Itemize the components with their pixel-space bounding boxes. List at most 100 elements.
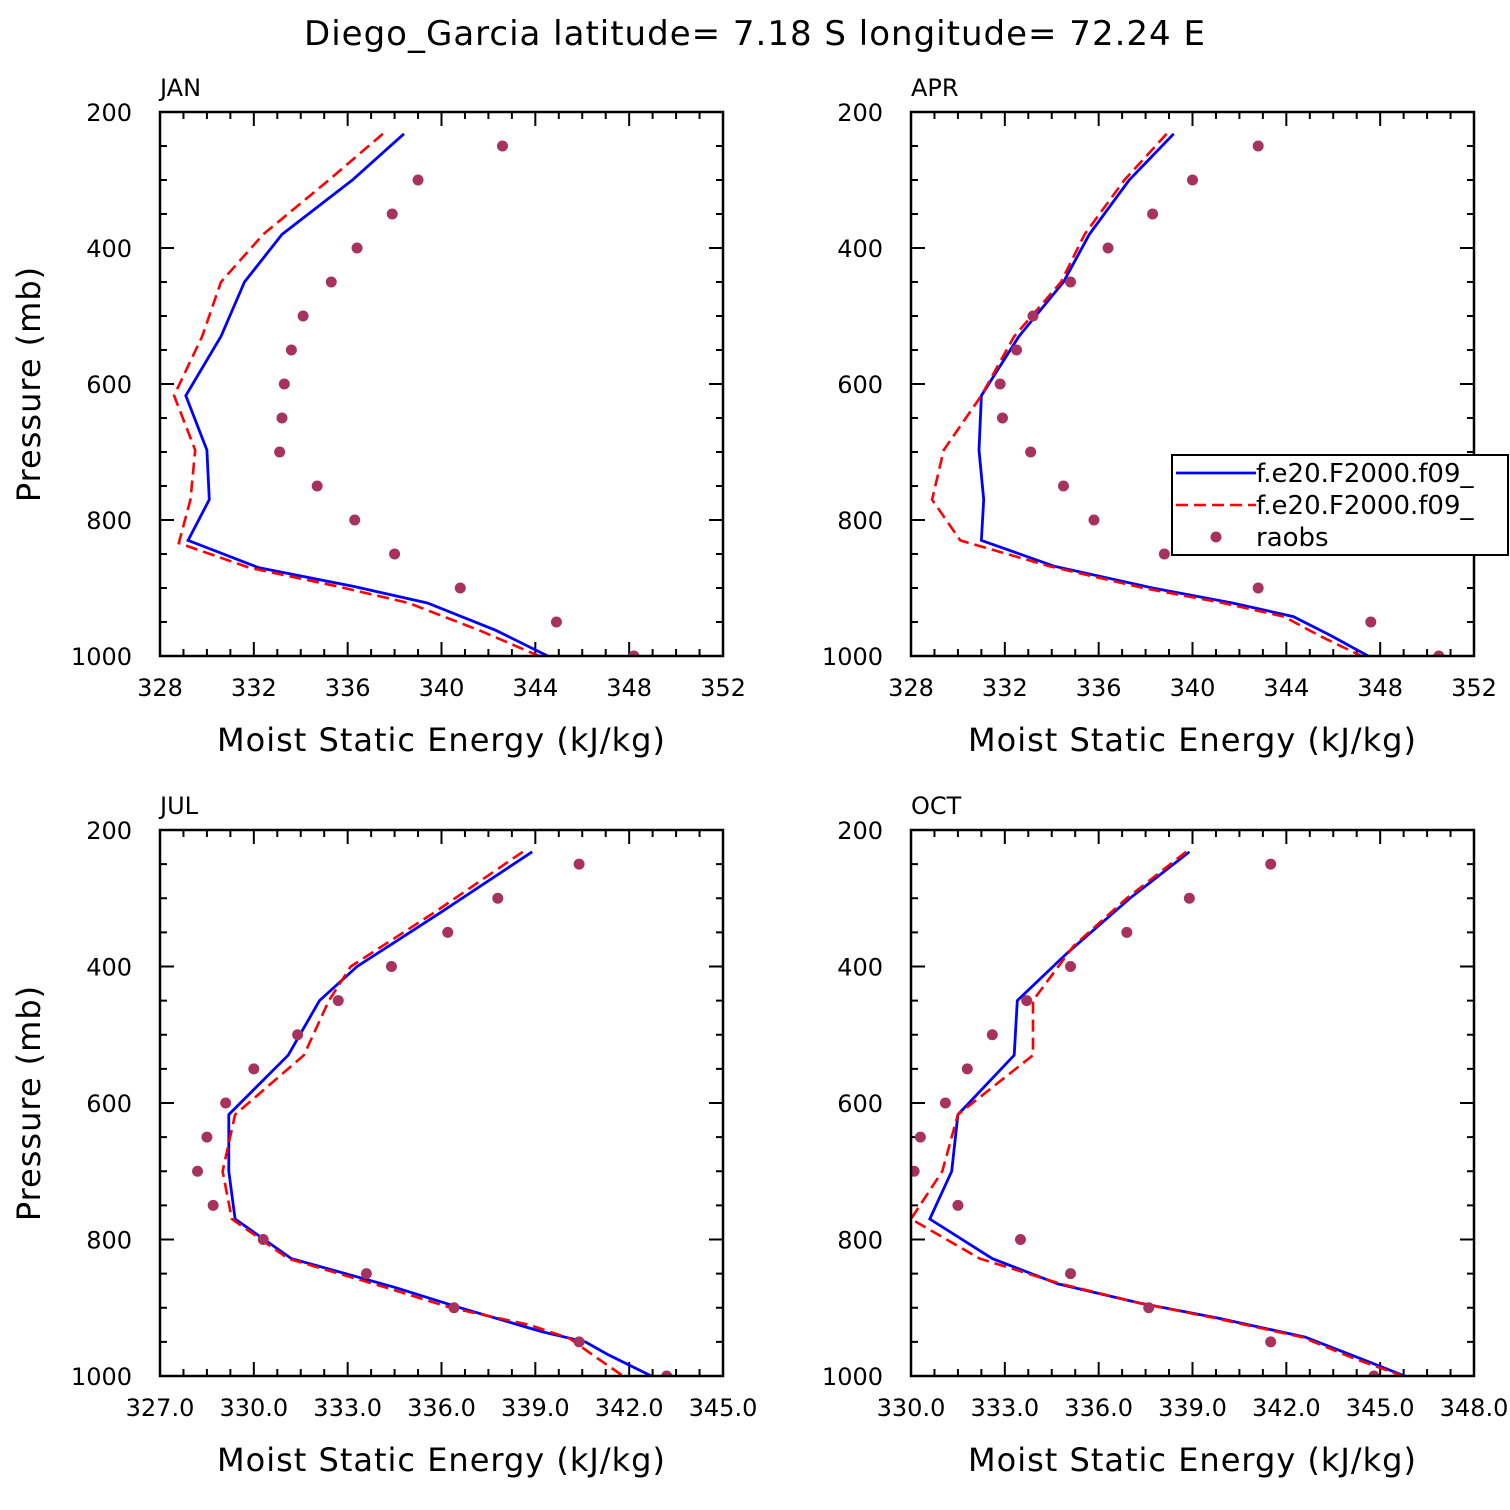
raobs-point <box>1252 582 1264 594</box>
panel-oct: OCT 330.0 333.0 336.0 339.0 342.0 345.0 348.0 20… <box>822 792 1508 1479</box>
y-tick-label: 1000 <box>71 1363 132 1391</box>
legend: f.e20.F2000.f09_f.e20.F2000.f09_raobs <box>1171 454 1509 556</box>
x-axis-label: Moist Static Energy (kJ/kg) <box>217 1441 666 1479</box>
raobs-point <box>550 616 562 628</box>
raobs-point <box>360 1268 372 1280</box>
raobs-point <box>1102 242 1114 254</box>
x-tick-label: 328 <box>137 674 183 702</box>
panel-jan: JAN 328 332 336 340 344 348 352 200 400 600 800 1000… <box>10 74 746 759</box>
y-tick-label: 600 <box>837 371 883 399</box>
x-tick-label: 339.0 <box>501 1394 570 1422</box>
raobs-point <box>274 446 286 458</box>
raobs-point <box>1433 650 1445 656</box>
raobs-point <box>1027 310 1039 322</box>
legend-entry-label: f.e20.F2000.f09_ <box>1256 459 1474 489</box>
x-axis-label: Moist Static Energy (kJ/kg) <box>968 1441 1417 1479</box>
y-tick-label: 200 <box>86 99 132 127</box>
plot-data <box>911 850 1409 1376</box>
x-tick-label: 342.0 <box>1252 1394 1321 1422</box>
x-tick-label: 336 <box>325 674 371 702</box>
raobs-point <box>276 412 288 424</box>
raobs-point <box>1147 208 1159 220</box>
raobs-point <box>661 1370 673 1376</box>
raobs-point <box>325 276 337 288</box>
raobs-point <box>442 926 454 938</box>
raobs-point <box>1025 446 1037 458</box>
raobs-point <box>1183 892 1195 904</box>
legend-swatch-marker <box>1210 531 1222 543</box>
y-tick-label: 1000 <box>822 643 883 671</box>
x-tick-label: 328 <box>888 674 934 702</box>
panels: JAN 328 332 336 340 344 348 352 200 400 600 800 1000… <box>10 74 1509 1479</box>
raobs-point <box>1252 140 1264 152</box>
y-tick-label: 1000 <box>71 643 132 671</box>
panel-title: JUL <box>158 792 199 820</box>
raobs-point <box>496 140 508 152</box>
x-tick-label: 344 <box>1263 674 1309 702</box>
raobs-point <box>278 378 290 390</box>
raobs-point <box>285 344 297 356</box>
raobs-point <box>248 1063 260 1075</box>
model-line-dashed <box>930 132 1362 656</box>
raobs-point <box>1368 1370 1380 1376</box>
x-tick-label: 345.0 <box>689 1394 758 1422</box>
raobs-point <box>257 1234 269 1245</box>
panel-jul: JUL 327.0 330.0 333.0 336.0 339.0 342.0 345.0 20… <box>10 792 757 1479</box>
y-tick-label: 200 <box>86 817 132 845</box>
x-axis-label: Moist Static Energy (kJ/kg) <box>217 721 666 759</box>
raobs-point <box>914 1131 926 1143</box>
x-tick-label: 332 <box>231 674 277 702</box>
figure-title: Diego_Garcia latitude= 7.18 S longitude=… <box>304 14 1206 54</box>
x-tick-label: 348.0 <box>1440 1394 1509 1422</box>
raobs-point <box>939 1097 951 1109</box>
plot-data <box>930 132 1445 656</box>
x-axis-label: Moist Static Energy (kJ/kg) <box>968 721 1417 759</box>
x-tick-label: 327.0 <box>126 1394 195 1422</box>
model-line-solid <box>184 132 551 656</box>
raobs-point <box>454 582 466 594</box>
x-tick-label: 352 <box>700 674 746 702</box>
raobs-point <box>201 1131 213 1143</box>
y-tick-label: 800 <box>86 507 132 535</box>
raobs-point <box>1365 616 1377 628</box>
raobs-point <box>386 208 398 220</box>
plot-frame <box>909 828 1476 1378</box>
raobs-point <box>385 961 397 972</box>
y-tick-label: 600 <box>86 1090 132 1118</box>
y-tick-label: 800 <box>837 1227 883 1255</box>
model-line-solid <box>977 132 1372 656</box>
x-tick-label: 348 <box>606 674 652 702</box>
x-tick-label: 330.0 <box>219 1394 288 1422</box>
x-tick-label: 340 <box>1170 674 1216 702</box>
legend-entry-label: raobs <box>1256 523 1329 553</box>
model-line-dashed <box>911 850 1407 1376</box>
raobs-point <box>961 1063 973 1075</box>
plot-frame <box>158 828 725 1378</box>
raobs-point <box>332 995 344 1007</box>
panel-title: OCT <box>911 792 962 820</box>
y-tick-label: 400 <box>837 954 883 982</box>
y-tick-label: 600 <box>86 371 132 399</box>
raobs-point <box>220 1097 232 1109</box>
model-line-dashed <box>172 132 543 656</box>
x-tick-label: 336.0 <box>1064 1394 1133 1422</box>
raobs-point <box>1057 480 1069 492</box>
y-tick-label: 400 <box>86 235 132 263</box>
legend-entry-label: f.e20.F2000.f09_ <box>1256 491 1474 521</box>
raobs-point <box>207 1199 219 1211</box>
raobs-point <box>1011 344 1023 356</box>
raobs-point <box>994 378 1006 390</box>
y-tick-label: 600 <box>837 1090 883 1118</box>
x-tick-label: 336.0 <box>407 1394 476 1422</box>
x-tick-label: 339.0 <box>1158 1394 1227 1422</box>
x-tick-label: 344 <box>512 674 558 702</box>
x-tick-label: 332 <box>982 674 1028 702</box>
raobs-point <box>351 242 363 254</box>
raobs-point <box>952 1199 964 1211</box>
x-tick-label: 342.0 <box>595 1394 664 1422</box>
raobs-point <box>1088 514 1100 526</box>
y-tick-label: 400 <box>86 954 132 982</box>
x-tick-label: 333.0 <box>313 1394 382 1422</box>
x-tick-label: 352 <box>1451 674 1497 702</box>
